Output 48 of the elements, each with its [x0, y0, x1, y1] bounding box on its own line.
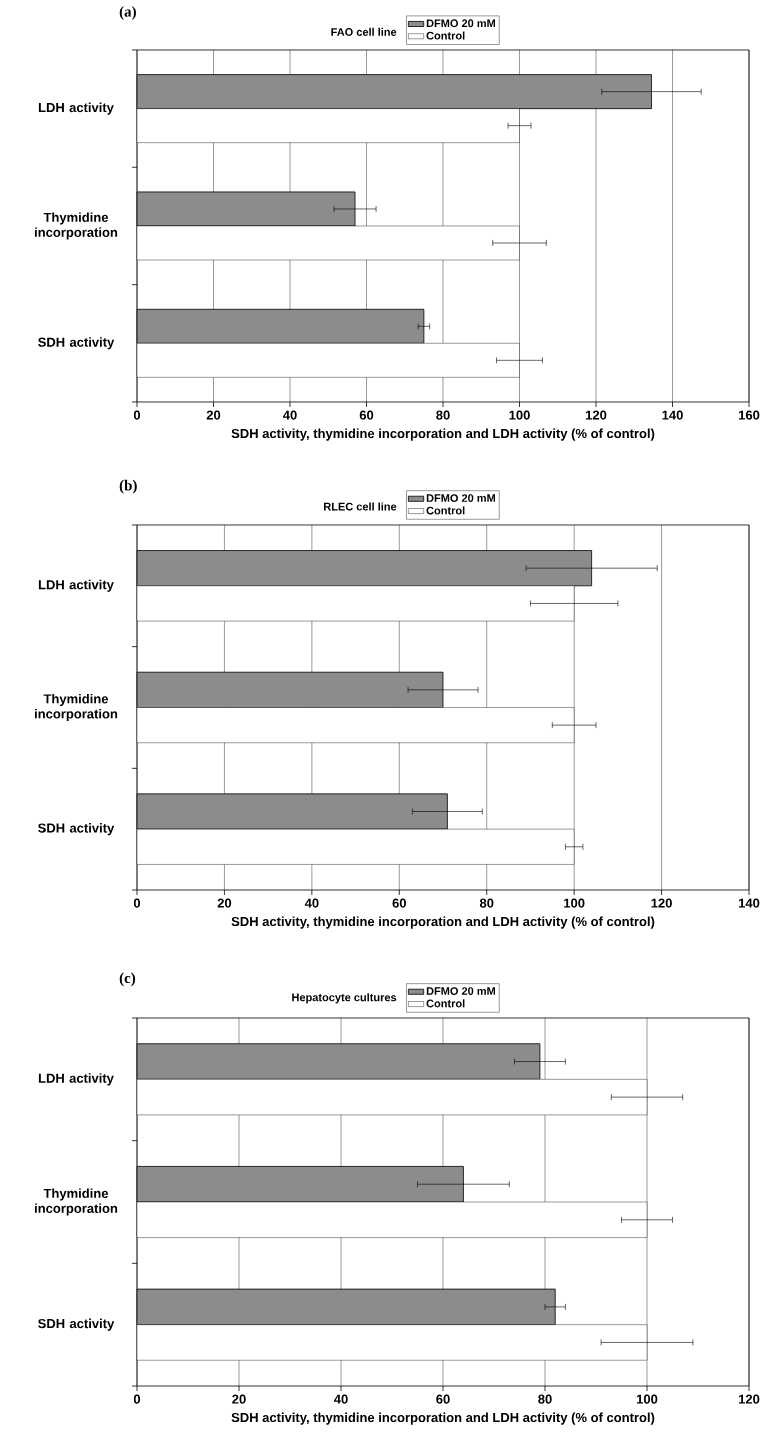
legend-label: Control [426, 506, 465, 515]
x-tick-label: 0 [133, 1394, 141, 1404]
x-tick-label: 60 [436, 1394, 450, 1404]
text: (a) [119, 6, 136, 20]
chart-title: FAO cell line [331, 27, 397, 36]
x-tick-label: 100 [509, 410, 530, 420]
x-axis-title: SDH activity, thymidine incorporation and LDH activity (% of control) [231, 1412, 655, 1425]
y-tick-label: LDH activity [38, 1073, 114, 1086]
x-tick-label: 20 [217, 898, 232, 908]
x-tick-label: 0 [133, 898, 141, 908]
x-tick-label: 40 [304, 898, 319, 908]
x-tick-label: 20 [232, 1394, 246, 1404]
x-tick-label: 120 [738, 1394, 760, 1404]
y-tick-label: LDH activity [38, 579, 114, 592]
x-tick-label: 120 [585, 410, 607, 420]
y-tick-label: Thymidine incorporation [35, 1188, 118, 1216]
chart-title: Hepatocyte cultures [292, 993, 397, 1004]
x-tick-label: 80 [479, 898, 494, 908]
legend-label: Control [426, 999, 465, 1008]
y-tick-label: SDH activity [38, 823, 115, 836]
x-tick-label: 40 [333, 1394, 348, 1404]
x-axis-title: SDH activity, thymidine incorporation and LDH activity (% of control) [231, 428, 655, 441]
x-tick-label: 80 [436, 410, 450, 420]
text: (b) [119, 479, 137, 494]
chart-title: RLEC cell line [324, 502, 397, 511]
x-tick-label: 20 [206, 410, 221, 420]
x-tick-label: 140 [662, 410, 683, 420]
x-tick-label: 100 [564, 898, 585, 908]
legend-label: Control [426, 31, 465, 40]
y-tick-label: SDH activity [38, 337, 115, 350]
legend-label: DFMO 20 mM [426, 494, 496, 502]
x-tick-label: 60 [392, 898, 406, 908]
y-tick-label: Thymidine incorporation [35, 212, 118, 240]
legend-label: DFMO 20 mM [426, 19, 496, 28]
y-tick-label: Thymidine incorporation [35, 693, 118, 722]
x-tick-label: 160 [738, 410, 760, 420]
x-tick-label: 100 [636, 1394, 658, 1404]
text: (c) [119, 972, 136, 987]
x-tick-label: 40 [282, 410, 297, 420]
x-tick-label: 80 [538, 1394, 552, 1404]
legend-label: DFMO 20 mM [426, 987, 496, 995]
x-tick-label: 120 [651, 898, 672, 908]
x-tick-label: 0 [133, 410, 141, 420]
x-axis-title: SDH activity, thymidine incorporation and LDH activity (% of control) [231, 916, 655, 929]
y-tick-label: SDH activity [38, 1318, 115, 1331]
y-tick-label: LDH activity [38, 102, 114, 115]
x-tick-label: 60 [359, 410, 374, 420]
x-tick-label: 140 [738, 898, 760, 908]
